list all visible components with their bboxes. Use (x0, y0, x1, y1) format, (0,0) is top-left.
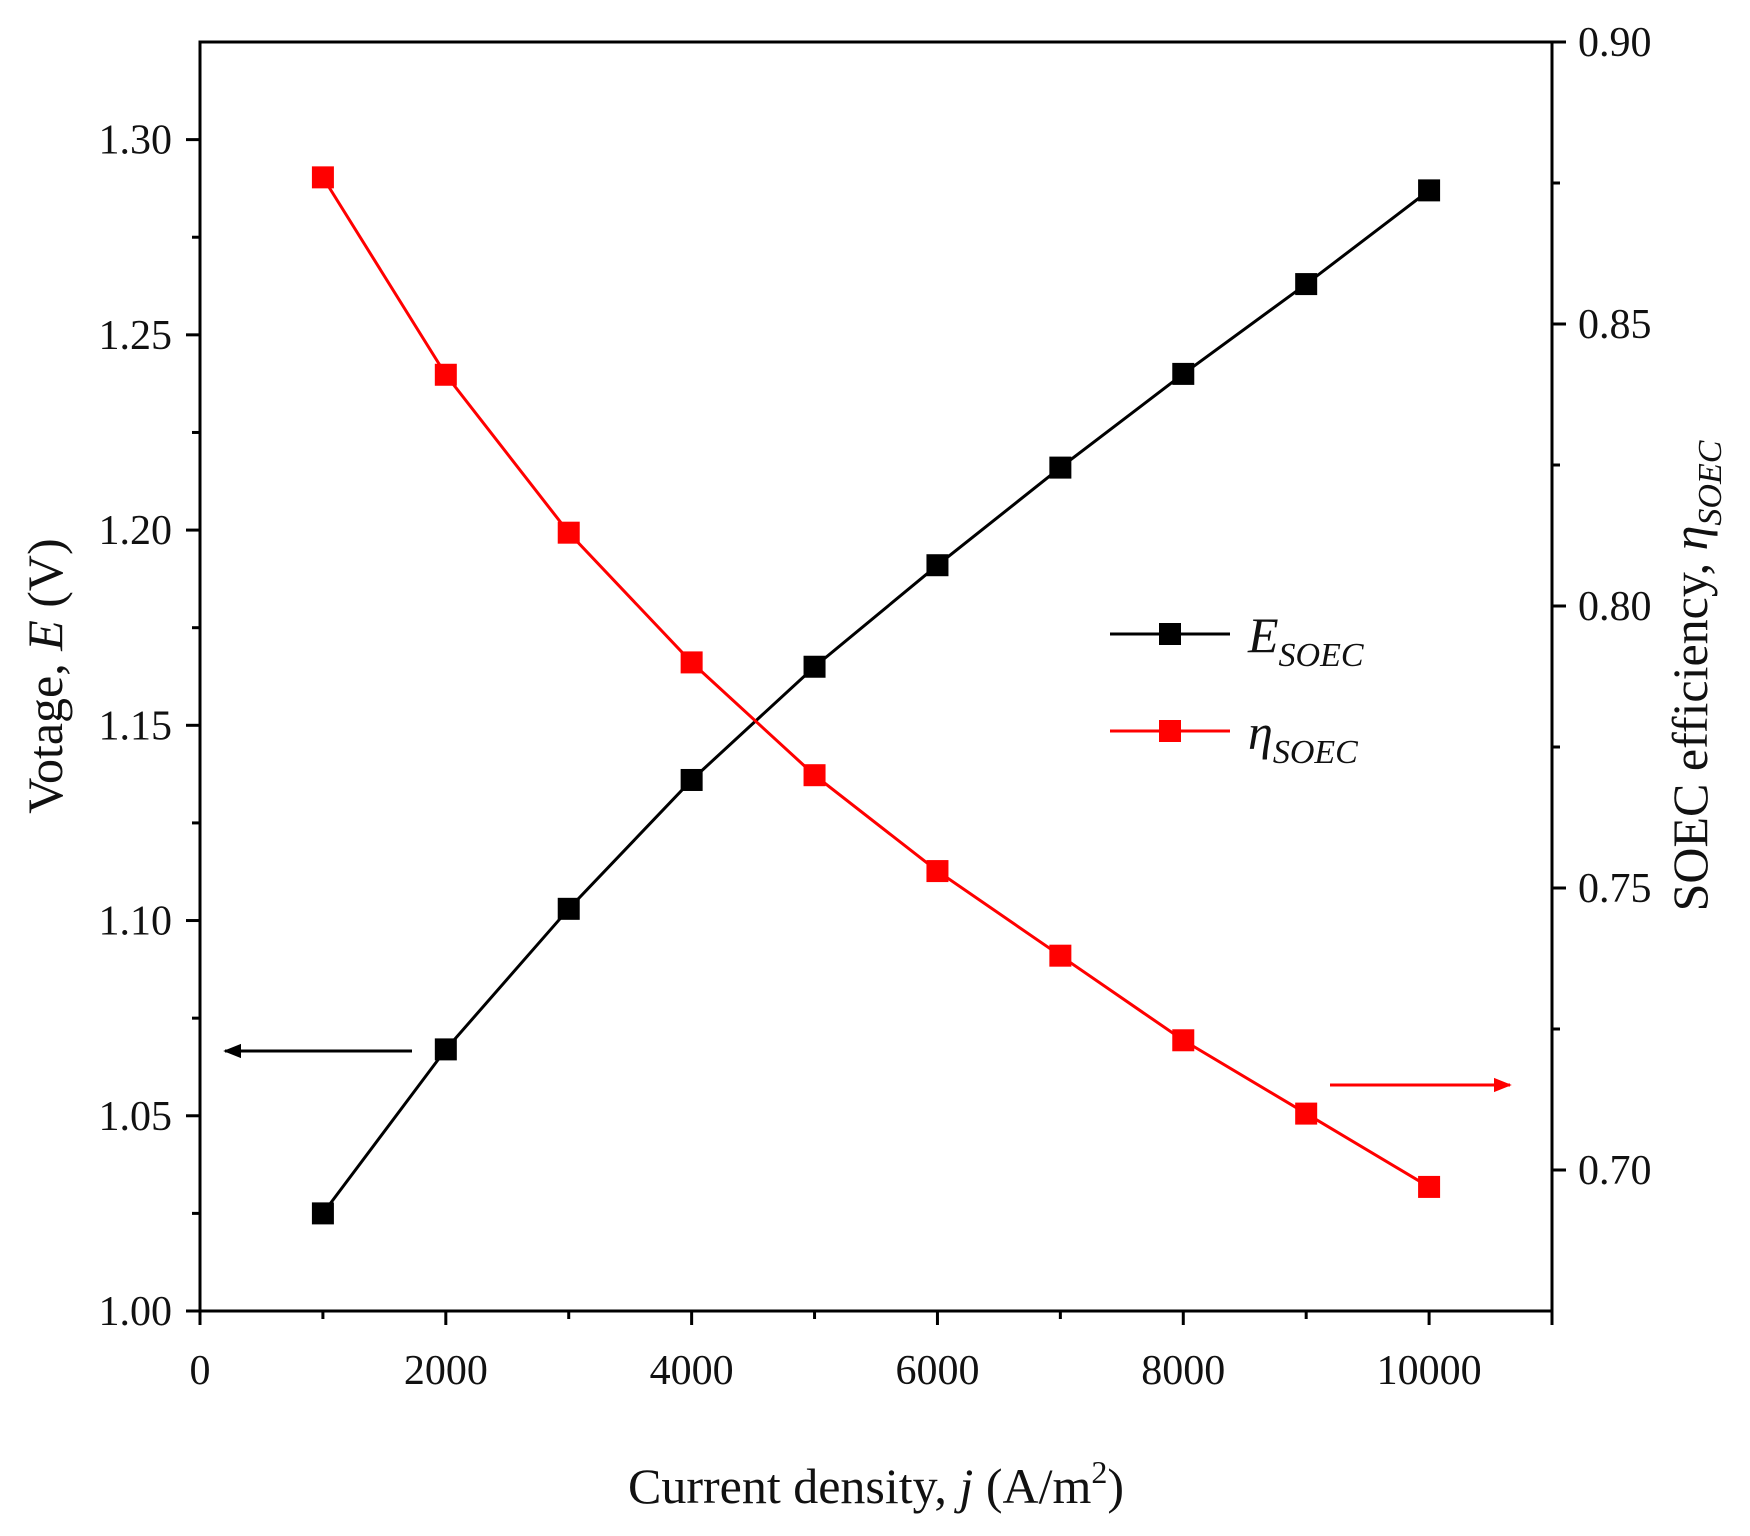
x-tick-label: 8000 (1141, 1348, 1225, 1394)
y-left-tick-label: 1.10 (99, 899, 173, 945)
data-point-eta-soec (1418, 1175, 1441, 1198)
x-tick-label: 6000 (895, 1348, 979, 1394)
plot-frame (198, 40, 1554, 1313)
y-left-tick-label: 1.00 (99, 1289, 173, 1335)
y-left-tick-label: 1.20 (99, 508, 173, 554)
x-tick-label: 4000 (650, 1348, 734, 1394)
data-point-eta-soec (680, 651, 703, 674)
data-point-eta-soec (557, 521, 580, 544)
x-tick-label: 10000 (1377, 1348, 1482, 1394)
series-line-eta-soec (321, 176, 1430, 1189)
legend-label-e: ESOEC (1247, 607, 1364, 674)
data-point-e-soec (1418, 179, 1441, 202)
legend-label-e-main: E (1247, 607, 1279, 663)
y-right-tick-label: 0.90 (1578, 20, 1652, 66)
y-left-axis-title: Votage, E (V) (17, 538, 73, 813)
y-left-axis-ticks: 1.00 1.05 1.10 1.15 1.20 1.25 1.30 (99, 118, 200, 1335)
legend-marker-eta (1159, 720, 1181, 742)
data-point-e-soec (434, 1038, 457, 1061)
data-point-e-soec (1172, 362, 1195, 385)
y-left-tick-label: 1.05 (99, 1094, 173, 1140)
x-tick-label: 2000 (404, 1348, 488, 1394)
legend-label-eta: ηSOEC (1248, 704, 1358, 771)
data-point-e-soec (557, 897, 580, 920)
data-point-e-soec (1295, 273, 1318, 296)
data-point-eta-soec (926, 860, 949, 883)
data-point-e-soec (1049, 456, 1072, 479)
data-point-eta-soec (803, 764, 826, 787)
y-right-tick-label: 0.85 (1578, 302, 1652, 348)
y-right-tick-label: 0.80 (1578, 584, 1652, 630)
data-point-e-soec (926, 554, 949, 577)
series-layer (311, 166, 1441, 1225)
y-left-tick-label: 1.25 (99, 313, 173, 359)
y-right-axis-title-var: η (1662, 526, 1718, 551)
x-axis-title: Current density, j (A/m2) (628, 1454, 1124, 1514)
legend-marker-e (1159, 623, 1181, 645)
y-right-axis-ticks: 0.70 0.75 0.80 0.85 0.90 (1552, 20, 1652, 1194)
data-point-eta-soec (311, 166, 334, 189)
y-right-tick-label: 0.70 (1578, 1148, 1652, 1194)
data-point-e-soec (803, 655, 826, 678)
y-left-axis-title-var: E (17, 620, 73, 652)
y-right-tick-label: 0.75 (1578, 866, 1652, 912)
y-left-tick-label: 1.15 (99, 703, 173, 749)
y-left-axis-title-prefix: Votage, (17, 651, 73, 814)
data-point-eta-soec (1295, 1102, 1318, 1125)
legend-label-eta-sub: SOEC (1273, 734, 1358, 771)
data-point-e-soec (311, 1202, 334, 1225)
x-axis-title-prefix: Current density, (628, 1458, 959, 1514)
legend-label-eta-main: η (1248, 704, 1273, 760)
y-right-axis-title-sub: SOEC (1692, 440, 1729, 525)
x-axis-ticks: 0 2000 4000 6000 8000 10000 (190, 1311, 1554, 1394)
data-point-eta-soec (1172, 1029, 1195, 1052)
y-right-axis-title-prefix: SOEC efficiency, (1662, 550, 1718, 911)
x-axis-title-sup: 2 (1091, 1454, 1107, 1490)
y-left-tick-label: 1.30 (99, 118, 173, 164)
data-point-e-soec (680, 768, 703, 791)
series-line-e-soec (321, 189, 1431, 1215)
data-point-eta-soec (434, 363, 457, 386)
legend: ESOEC ηSOEC (1110, 607, 1364, 771)
x-tick-label: 0 (190, 1348, 211, 1394)
y-right-axis-title: SOEC efficiency, ηSOEC (1662, 440, 1729, 911)
x-axis-title-unit: (A/m (973, 1458, 1091, 1514)
y-left-axis-title-unit: (V) (17, 538, 73, 620)
legend-label-e-sub: SOEC (1279, 637, 1364, 674)
x-axis-title-close: ) (1107, 1458, 1124, 1514)
data-point-eta-soec (1049, 944, 1072, 967)
